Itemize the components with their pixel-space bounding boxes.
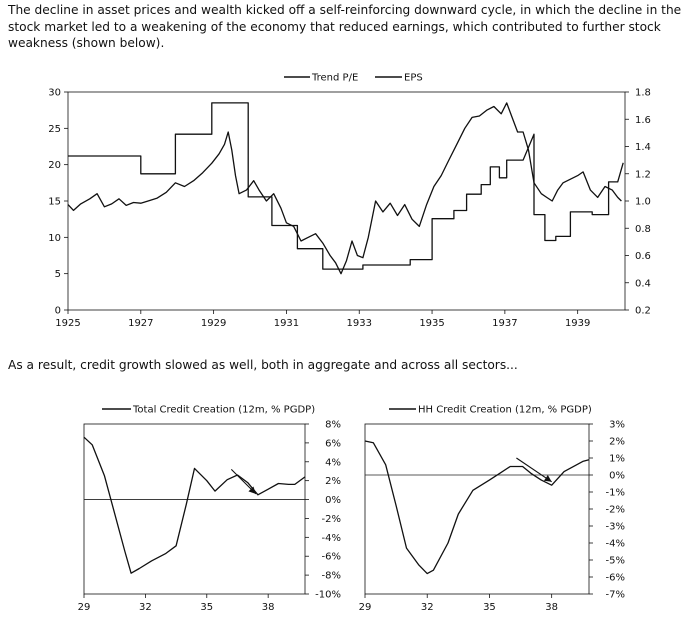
- total-credit-arrow-head: [248, 486, 256, 494]
- hh-credit-x-tick-label: 38: [545, 602, 558, 613]
- total-credit-y-tick-label: -2%: [322, 514, 341, 525]
- total-credit-x-tick-label: 32: [139, 602, 152, 613]
- total-credit-y-tick-label: -8%: [322, 571, 341, 582]
- total-credit-y-tick-label: -10%: [315, 590, 341, 601]
- total-credit-plot-frame: [83, 423, 306, 595]
- x-tick-label: 1939: [565, 318, 590, 329]
- x-tick-label: 1935: [419, 318, 444, 329]
- left-tick-label: 0: [55, 306, 61, 317]
- x-tick-label: 1927: [128, 318, 153, 329]
- plot-frame: [67, 91, 626, 311]
- total-credit-y-tick-label: -6%: [322, 552, 341, 563]
- hh-credit-y-tick-label: -5%: [606, 556, 625, 567]
- hh-credit-arrow-shaft: [516, 457, 552, 483]
- right-tick-label: 0.2: [635, 306, 651, 317]
- x-tick-label: 1933: [347, 318, 372, 329]
- hh-credit-y-tick-label: -1%: [606, 488, 625, 499]
- right-tick-label: 1.6: [635, 115, 651, 126]
- left-tick-label: 5: [55, 269, 61, 280]
- hh-credit-chart: 3% 2% 1% 0% -1% -2% -3% -4% -5% -6% -7% 29 32 35 38 HH …: [359, 405, 625, 614]
- x-tick-label: 1931: [274, 318, 299, 329]
- intro-paragraph: The decline in asset prices and wealth k…: [8, 3, 682, 50]
- total-credit-chart: 8% 6% 4% 2% 0% -2% -4% -6% -8% -10% 29 32 35 38 Total …: [78, 405, 341, 614]
- hh-credit-plot-frame: [364, 423, 590, 595]
- hh-credit-x-tick-label: 32: [421, 602, 434, 613]
- left-tick-label: 20: [48, 160, 61, 171]
- hh-credit-legend-label: HH Credit Creation (12m, % PGDP): [418, 405, 592, 416]
- legend-label-eps: EPS: [404, 73, 423, 84]
- right-tick-label: 1.2: [635, 169, 651, 180]
- total-credit-series-line: [83, 436, 306, 574]
- right-tick-label: 0.6: [635, 251, 651, 262]
- x-tick-label: 1925: [55, 318, 80, 329]
- hh-credit-y-tick-label: 1%: [609, 454, 625, 465]
- total-credit-y-tick-label: 0%: [325, 495, 341, 506]
- total-credit-y-tick-label: -4%: [322, 533, 341, 544]
- hh-credit-y-tick-label: 2%: [609, 437, 625, 448]
- hh-credit-y-tick-label: 0%: [609, 471, 625, 482]
- hh-credit-y-tick-label: -6%: [606, 573, 625, 584]
- trend-pe-line: [67, 102, 622, 275]
- legend-label-trend-pe: Trend P/E: [311, 73, 358, 84]
- left-tick-label: 15: [48, 197, 61, 208]
- hh-credit-series-line: [364, 440, 590, 575]
- right-tick-label: 1.4: [635, 142, 651, 153]
- hh-credit-y-tick-label: -4%: [606, 539, 625, 550]
- hh-credit-y-tick-label: -7%: [606, 590, 625, 601]
- right-tick-label: 0.8: [635, 224, 651, 235]
- x-tick-label: 1937: [492, 318, 517, 329]
- credit-paragraph: As a result, credit growth slowed as wel…: [8, 358, 518, 372]
- right-tick-label: 0.4: [635, 278, 651, 289]
- left-tick-label: 25: [48, 124, 61, 135]
- total-credit-y-tick-label: 8%: [325, 420, 341, 431]
- left-tick-label: 30: [48, 88, 61, 99]
- eps-line: [68, 102, 624, 270]
- right-tick-label: 1.0: [635, 197, 651, 208]
- right-tick-label: 1.8: [635, 88, 651, 99]
- total-credit-x-tick-label: 29: [78, 602, 91, 613]
- hh-credit-arrow-head: [543, 474, 552, 482]
- total-credit-legend-label: Total Credit Creation (12m, % PGDP): [132, 405, 315, 416]
- total-credit-x-tick-label: 38: [262, 602, 275, 613]
- hh-credit-x-tick-label: 29: [359, 602, 372, 613]
- hh-credit-y-tick-label: -3%: [606, 522, 625, 533]
- left-tick-label: 10: [48, 233, 61, 244]
- total-credit-x-tick-label: 35: [200, 602, 213, 613]
- pe-eps-chart: 30 25 20 15 10 5 0 1.8 1.6 1.4 1.2 1.0 0.8 0.6 0.4 0.2 1…: [48, 73, 651, 330]
- hh-credit-x-tick-label: 35: [483, 602, 496, 613]
- hh-credit-y-tick-label: 3%: [609, 420, 625, 431]
- x-tick-label: 1929: [201, 318, 226, 329]
- total-credit-y-tick-label: 2%: [325, 476, 341, 487]
- hh-credit-y-tick-label: -2%: [606, 505, 625, 516]
- total-credit-y-tick-label: 6%: [325, 438, 341, 449]
- total-credit-y-tick-label: 4%: [325, 457, 341, 468]
